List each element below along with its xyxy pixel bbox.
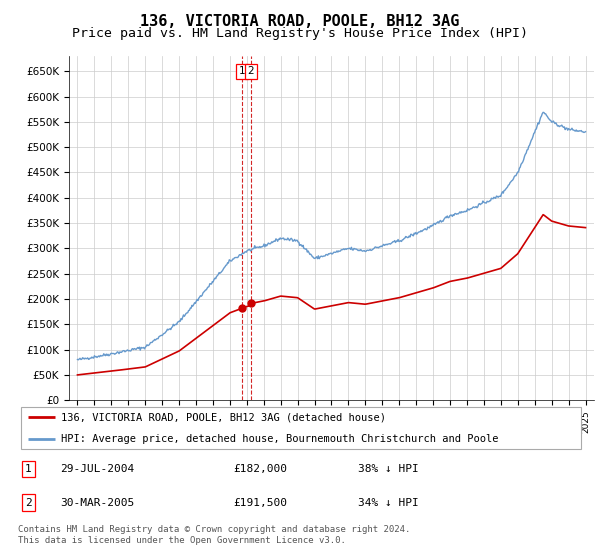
Text: 29-JUL-2004: 29-JUL-2004 [61,464,135,474]
Text: 136, VICTORIA ROAD, POOLE, BH12 3AG: 136, VICTORIA ROAD, POOLE, BH12 3AG [140,14,460,29]
Text: Contains HM Land Registry data © Crown copyright and database right 2024.
This d: Contains HM Land Registry data © Crown c… [18,525,410,545]
Text: 38% ↓ HPI: 38% ↓ HPI [358,464,419,474]
FancyBboxPatch shape [21,407,581,449]
Text: 2: 2 [248,66,254,76]
Text: 1: 1 [239,66,245,76]
Text: 2: 2 [25,498,32,507]
Text: £182,000: £182,000 [233,464,287,474]
Text: £191,500: £191,500 [233,498,287,507]
Text: 34% ↓ HPI: 34% ↓ HPI [358,498,419,507]
Text: 136, VICTORIA ROAD, POOLE, BH12 3AG (detached house): 136, VICTORIA ROAD, POOLE, BH12 3AG (det… [61,412,386,422]
Text: 1: 1 [25,464,32,474]
Text: HPI: Average price, detached house, Bournemouth Christchurch and Poole: HPI: Average price, detached house, Bour… [61,435,498,444]
Text: 30-MAR-2005: 30-MAR-2005 [61,498,135,507]
Text: Price paid vs. HM Land Registry's House Price Index (HPI): Price paid vs. HM Land Registry's House … [72,27,528,40]
